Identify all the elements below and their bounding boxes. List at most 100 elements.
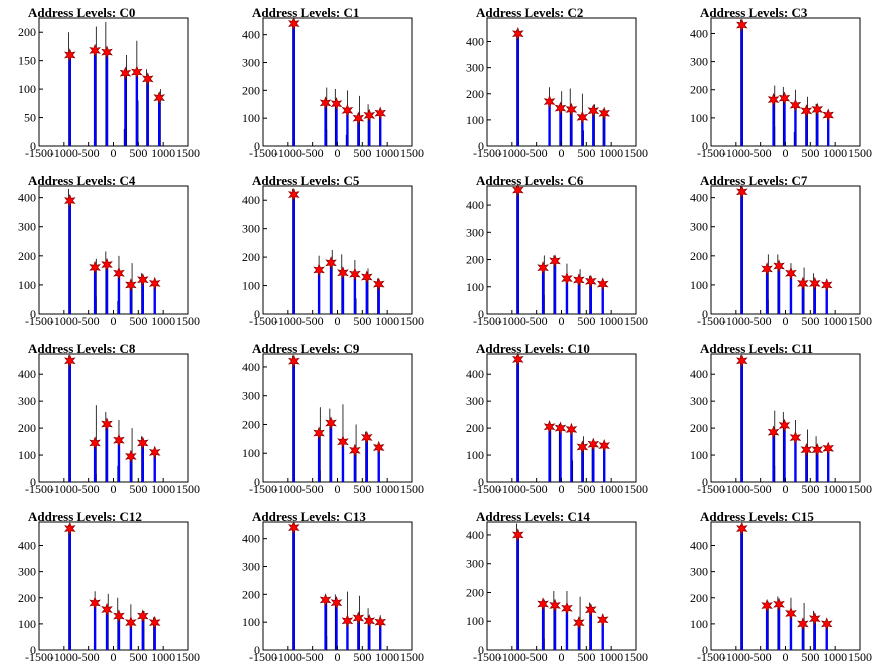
x-tick-label: 1000 — [823, 146, 847, 160]
x-tick-label: -1000 — [722, 146, 750, 160]
peak-marker — [596, 613, 609, 627]
y-tick-label: 100 — [242, 446, 260, 460]
x-tick-label: -1500 — [697, 650, 725, 664]
peak-marker — [797, 276, 809, 291]
peak-marker — [820, 617, 833, 631]
y-tick-label: 200 — [18, 421, 36, 435]
peak-marker — [349, 443, 361, 458]
peak-bar — [740, 360, 743, 482]
y-tick-label: 100 — [242, 111, 260, 125]
peak-bar — [592, 444, 595, 482]
peak-bar — [93, 50, 97, 146]
peak-marker — [137, 436, 149, 450]
y-tick-label: 400 — [242, 193, 260, 207]
plot-frame — [486, 185, 637, 315]
y-tick-label: 400 — [242, 532, 260, 546]
chart-title: Address Levels: C8 — [28, 341, 136, 356]
peak-bar — [570, 109, 573, 146]
peak-marker — [319, 593, 332, 607]
peak-bar — [825, 284, 828, 314]
plot-frame — [38, 353, 189, 483]
x-tick-label: 0 — [783, 314, 789, 328]
x-tick-label: -1000 — [722, 314, 750, 328]
x-tick-label: -500 — [750, 482, 772, 496]
peak-bar — [777, 266, 781, 314]
y-tick-label: 400 — [690, 26, 708, 40]
peak-bar — [365, 277, 369, 314]
y-tick-label: 200 — [242, 587, 260, 601]
peak-marker — [598, 438, 610, 453]
y-tick-label: 300 — [18, 220, 36, 234]
x-tick-label: -1500 — [697, 146, 725, 160]
peak-marker — [585, 274, 597, 288]
peak-bar — [329, 423, 333, 482]
peak-bar — [592, 110, 595, 146]
x-tick-label: 0 — [783, 482, 789, 496]
peak-bar — [601, 619, 604, 650]
y-tick-label: 0 — [702, 307, 708, 321]
peak-bar — [292, 194, 295, 314]
x-tick-label: 500 — [577, 482, 595, 496]
peak-bar — [603, 445, 606, 482]
peak-bar — [329, 262, 333, 314]
peak-bar — [801, 623, 805, 650]
y-tick-label: 100 — [466, 113, 484, 127]
y-tick-label: 400 — [690, 191, 708, 205]
peak-marker — [101, 45, 113, 59]
chart-svg: 0 100 200 300 400 -1500-1000 -500 0 500 1000 1500 — [242, 353, 424, 496]
peak-marker — [313, 426, 325, 440]
chart-svg: 0 50 100 150 200 -1500-1000 -500 0 500 1000 1500 — [18, 17, 200, 160]
peak-marker — [778, 91, 791, 105]
peak-marker — [125, 615, 137, 630]
x-tick-label: 1000 — [151, 482, 175, 496]
peak-marker — [313, 263, 325, 277]
peak-marker — [736, 18, 748, 32]
peak-marker — [785, 606, 797, 621]
y-tick-label: 0 — [478, 139, 484, 153]
peak-marker — [361, 430, 373, 445]
peak-marker — [565, 422, 578, 437]
peak-bar — [516, 534, 519, 650]
peak-bar — [553, 605, 557, 650]
peak-bar — [335, 103, 338, 146]
chart-panel: 0 100 200 300 400 -1500 -1000 -500 0 500 1000 1500 A… — [0, 168, 224, 336]
peak-bar — [377, 284, 380, 314]
peak-marker — [337, 435, 349, 449]
x-tick-label: 1000 — [599, 650, 623, 664]
x-tick-label: 1000 — [375, 146, 399, 160]
y-tick-label: 0 — [30, 643, 36, 657]
chart-title: Address Levels: C0 — [28, 5, 136, 20]
x-tick-label: 0 — [335, 650, 341, 664]
peak-marker — [785, 266, 797, 280]
y-tick-label: 100 — [466, 448, 484, 462]
y-tick-label: 300 — [466, 394, 484, 408]
peak-marker — [101, 417, 113, 431]
peak-bar — [292, 527, 295, 650]
peak-bar — [117, 616, 121, 650]
peak-bar — [516, 359, 519, 482]
peak-bar — [105, 264, 109, 314]
peak-bar — [559, 428, 562, 482]
peak-marker — [822, 441, 834, 455]
peak-marker — [288, 354, 300, 368]
x-tick-label: -1000 — [498, 482, 526, 496]
peak-marker — [89, 43, 101, 58]
chart-svg: 0 100 200 300 400 -1500-1000 -500 0 500 1000 1500 — [690, 353, 872, 496]
peak-bar — [117, 273, 121, 314]
chart-panel: 0 100 200 300 400 -1500 -1000 -500 0 500 1000 1500 A… — [0, 336, 224, 504]
peak-bar — [93, 267, 97, 314]
peak-marker — [137, 609, 149, 623]
peak-bar — [68, 200, 71, 314]
peak-bar — [581, 446, 584, 482]
peak-bar — [292, 23, 295, 147]
x-tick-label: -500 — [526, 146, 548, 160]
peak-marker — [352, 111, 365, 125]
x-tick-label: 1000 — [375, 314, 399, 328]
x-tick-label: 1000 — [823, 314, 847, 328]
peak-bar — [548, 426, 551, 482]
peak-bar — [581, 117, 584, 146]
peak-marker — [537, 261, 549, 275]
y-tick-label: 200 — [466, 421, 484, 435]
peak-bar — [577, 622, 581, 650]
chart-title: Address Levels: C3 — [700, 5, 808, 20]
